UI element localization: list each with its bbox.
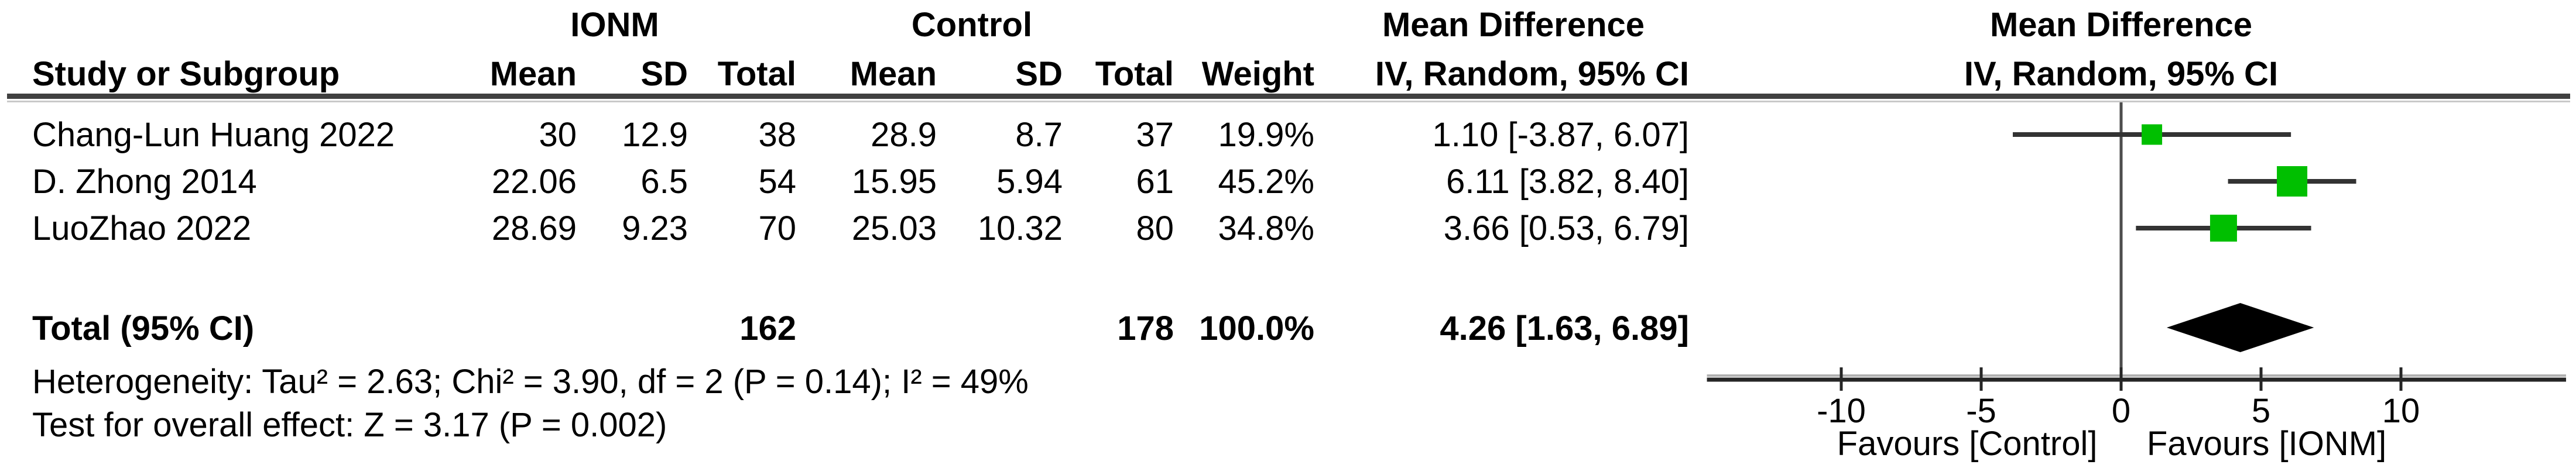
- overall-effect-note: Test for overall effect: Z = 3.17 (P = 0…: [32, 406, 667, 444]
- axis-tick-label: 5: [2252, 392, 2270, 430]
- forest-plot-canvas: -10 -5 0 5 10 Favours [Control] Favours [IONM]: [1707, 102, 2567, 463]
- column-header-ctrl-total: Total: [1095, 55, 1174, 93]
- group-header-mean-difference: Mean Difference: [1382, 6, 1645, 44]
- ctrl-sd-value: 5.94: [996, 163, 1063, 201]
- ionm-mean-value: 30: [539, 116, 577, 154]
- ctrl-mean-value: 28.9: [871, 116, 937, 154]
- ionm-mean-value: 28.69: [491, 209, 577, 247]
- column-header-md-ci: IV, Random, 95% CI: [1375, 55, 1689, 93]
- group-header-control: Control: [911, 6, 1033, 44]
- total-diamond: [2166, 303, 2314, 352]
- total-md-ci: 4.26 [1.63, 6.89]: [1440, 309, 1689, 347]
- column-header-ctrl-mean: Mean: [849, 55, 937, 93]
- ctrl-sd-value: 10.32: [977, 209, 1063, 247]
- column-header-ionm-total: Total: [717, 55, 796, 93]
- ionm-mean-value: 22.06: [491, 163, 577, 201]
- ionm-total-value: 70: [758, 209, 796, 247]
- total-ctrl-total: 178: [1117, 309, 1174, 347]
- ctrl-total-value: 80: [1136, 209, 1174, 247]
- total-label: Total (95% CI): [32, 309, 255, 347]
- ionm-total-value: 54: [758, 163, 796, 201]
- heterogeneity-note: Heterogeneity: Tau² = 2.63; Chi² = 3.90,…: [32, 363, 1029, 401]
- ionm-sd-value: 6.5: [640, 163, 688, 201]
- total-weight: 100.0%: [1199, 309, 1314, 347]
- header-rule: [7, 94, 2570, 99]
- ionm-sd-value: 12.9: [622, 116, 688, 154]
- column-header-ionm-sd: SD: [640, 55, 688, 93]
- axis-tick-label: 10: [2382, 392, 2420, 430]
- axis-tick-label: -5: [1966, 392, 1996, 430]
- md-ci-value: 3.66 [0.53, 6.79]: [1443, 209, 1689, 247]
- weight-value: 19.9%: [1218, 116, 1314, 154]
- md-ci-value: 1.10 [-3.87, 6.07]: [1432, 116, 1689, 154]
- plot-header-mean-difference: Mean Difference: [1989, 6, 2253, 44]
- ctrl-total-value: 61: [1136, 163, 1174, 201]
- ctrl-mean-value: 15.95: [851, 163, 937, 201]
- header-rule-shadow: [7, 101, 2570, 102]
- column-header-weight: Weight: [1201, 55, 1314, 93]
- column-header-ctrl-sd: SD: [1015, 55, 1063, 93]
- axis-tick-label: 0: [2112, 392, 2130, 430]
- ctrl-mean-value: 25.03: [851, 209, 937, 247]
- ctrl-total-value: 37: [1136, 116, 1174, 154]
- study-name: Chang-Lun Huang 2022: [32, 116, 395, 154]
- favours-left-label: Favours [Control]: [1837, 425, 2098, 463]
- weight-value: 34.8%: [1218, 209, 1314, 247]
- effect-square: [2210, 215, 2237, 242]
- ionm-sd-value: 9.23: [622, 209, 688, 247]
- axis-tick-label: -10: [1817, 392, 1866, 430]
- study-name: LuoZhao 2022: [32, 209, 252, 247]
- group-header-ionm: IONM: [570, 6, 659, 44]
- favours-right-label: Favours [IONM]: [2147, 425, 2386, 463]
- ionm-total-value: 38: [758, 116, 796, 154]
- md-ci-value: 6.11 [3.82, 8.40]: [1446, 163, 1689, 201]
- column-header-study: Study or Subgroup: [32, 55, 340, 93]
- total-ionm-total: 162: [739, 309, 796, 347]
- ctrl-sd-value: 8.7: [1015, 116, 1063, 154]
- column-header-ionm-mean: Mean: [489, 55, 577, 93]
- effect-square: [2142, 124, 2163, 145]
- study-name: D. Zhong 2014: [32, 163, 257, 201]
- effect-square: [2277, 166, 2308, 197]
- weight-value: 45.2%: [1218, 163, 1314, 201]
- plot-header-iv-random: IV, Random, 95% CI: [1964, 55, 2279, 93]
